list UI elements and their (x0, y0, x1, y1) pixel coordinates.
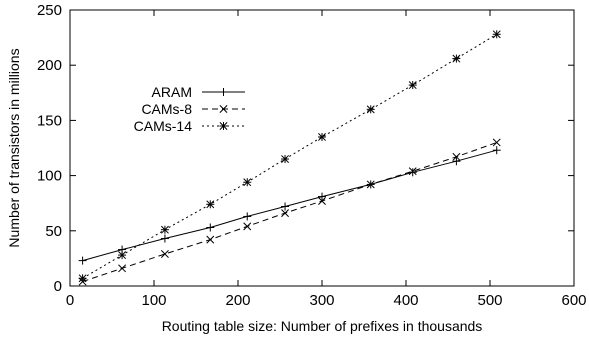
legend-label: CAMs-14 (134, 118, 193, 134)
data-point (492, 146, 501, 155)
data-point (452, 152, 461, 161)
y-tick-label: 50 (45, 223, 62, 240)
data-point (366, 105, 375, 114)
data-point (408, 167, 417, 176)
data-point (318, 132, 326, 141)
x-tick-label: 500 (477, 292, 502, 309)
data-point (318, 192, 326, 201)
series-line (82, 142, 497, 283)
data-point (492, 138, 501, 147)
data-point (160, 250, 169, 258)
x-tick-label: 0 (66, 292, 74, 309)
legend-marker (219, 122, 228, 130)
y-axis-title: Number of transistors in millions (6, 48, 22, 247)
series-aram (78, 146, 501, 265)
x-tick-label: 300 (309, 292, 334, 309)
series-cams-14 (78, 30, 501, 283)
data-point (243, 212, 252, 221)
plot-frame (69, 9, 575, 287)
series-line (82, 149, 497, 262)
y-tick-label: 100 (37, 168, 62, 185)
data-point (206, 200, 215, 209)
data-point (281, 155, 290, 164)
data-point (492, 30, 501, 39)
data-point (206, 235, 215, 244)
x-tick-label: 600 (561, 292, 586, 309)
series-layer (78, 30, 501, 286)
series-cams-8 (78, 138, 501, 286)
x-axis-title: Routing table size: Number of prefixes i… (162, 318, 483, 334)
data-point (366, 180, 375, 189)
axis-ticks: 0 100 200 300 400 500 600 0 50 100 150 200 250 (37, 2, 587, 309)
legend-label: ARAM (152, 84, 192, 100)
y-tick-label: 200 (37, 57, 62, 74)
y-tick-label: 250 (37, 2, 62, 19)
x-tick-label: 200 (225, 292, 250, 309)
x-tick-label: 100 (141, 292, 166, 309)
data-point (160, 225, 169, 234)
series-line (82, 33, 497, 279)
data-point (281, 202, 290, 211)
data-point (452, 157, 461, 166)
data-point (206, 223, 215, 232)
x-tick-label: 400 (393, 292, 418, 309)
data-point (78, 256, 87, 265)
data-point (160, 234, 169, 243)
data-point (78, 274, 87, 283)
data-point (452, 54, 461, 63)
data-point (243, 178, 252, 187)
data-point (281, 209, 289, 218)
data-point (118, 264, 127, 273)
legend-marker (219, 105, 228, 113)
legend-marker (219, 88, 228, 96)
data-point (243, 222, 252, 231)
y-tick-label: 0 (54, 278, 62, 295)
data-point (318, 197, 326, 205)
legend-label: CAMs-8 (141, 101, 192, 117)
data-point (118, 251, 127, 260)
y-tick-label: 150 (37, 112, 62, 129)
data-point (408, 81, 417, 90)
